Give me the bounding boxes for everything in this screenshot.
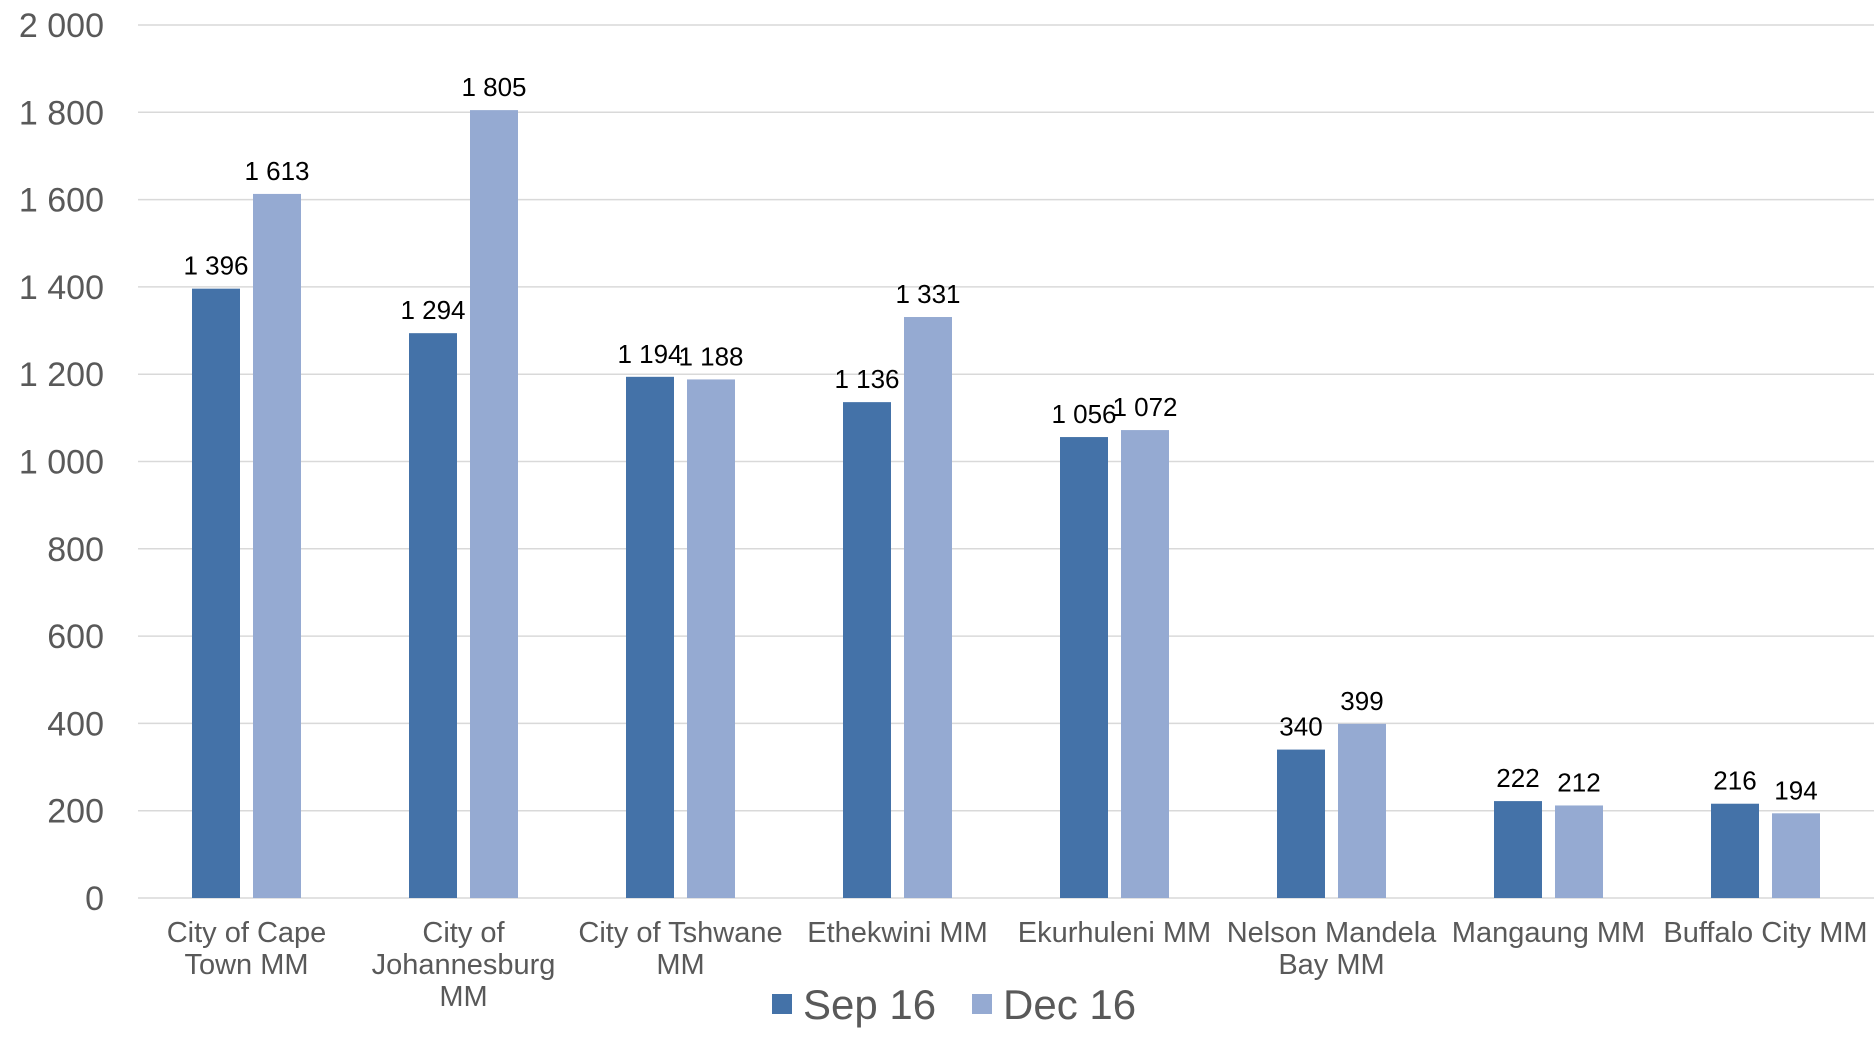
bar	[253, 193, 301, 898]
y-tick-label: 200	[47, 793, 104, 831]
bar	[687, 379, 735, 898]
y-tick-label: 1 400	[19, 269, 104, 307]
y-tick-label: 0	[85, 880, 104, 918]
category-label: City of Cape Town MM	[167, 917, 327, 981]
category-label: Ekurhuleni MM	[1018, 917, 1211, 949]
bar	[1060, 437, 1108, 898]
data-label: 216	[1713, 766, 1756, 796]
category-label-line: Buffalo City MM	[1663, 917, 1867, 949]
y-tick-label: 800	[47, 531, 104, 569]
bar	[904, 317, 952, 898]
bar	[1772, 813, 1820, 898]
data-label: 1 805	[461, 72, 526, 102]
bar	[192, 288, 240, 898]
bar	[1711, 803, 1759, 898]
category-label: Nelson Mandela Bay MM	[1227, 917, 1437, 981]
data-label: 340	[1279, 712, 1322, 742]
y-tick-label: 600	[47, 618, 104, 656]
category-label-line: MM	[656, 949, 704, 981]
category-label-line: Town MM	[184, 949, 308, 981]
data-label: 1 331	[895, 279, 960, 309]
category-label-line: City of	[422, 917, 505, 949]
category-label-line: Ekurhuleni MM	[1018, 917, 1211, 949]
category-label-line: City of Cape	[167, 917, 327, 949]
gridlines	[138, 24, 1874, 899]
category-label: City of Tshwane MM	[578, 917, 782, 981]
data-label: 212	[1557, 767, 1600, 797]
y-tick-label: 1 200	[19, 356, 104, 394]
category-label-line: Mangaung MM	[1452, 917, 1645, 949]
category-label-line: Johannesburg	[372, 949, 556, 981]
data-label: 1 188	[678, 341, 743, 371]
data-label: 1 294	[400, 295, 465, 325]
bar	[1555, 805, 1603, 898]
category-label: City of Johannesburg MM	[372, 917, 556, 1013]
y-tick-label: 1 000	[19, 444, 104, 482]
data-label: 1 194	[617, 339, 682, 369]
data-label: 1 056	[1051, 399, 1116, 429]
y-tick-label: 2 000	[19, 7, 104, 45]
legend-label: Sep 16	[803, 981, 936, 1028]
category-label-line: City of Tshwane	[578, 917, 782, 949]
legend-swatch	[772, 994, 792, 1014]
category-label: Mangaung MM	[1452, 917, 1645, 949]
data-label: 1 396	[183, 251, 248, 281]
y-tick-label: 400	[47, 705, 104, 743]
bar	[1494, 801, 1542, 898]
bar	[1338, 723, 1386, 898]
legend: Sep 16 Dec 16	[772, 981, 1136, 1028]
category-label-line: Bay MM	[1278, 949, 1384, 981]
data-labels: 1 396 1 294 1 194 1 136 1 056 340 222 216 1 613 1…	[183, 72, 1817, 805]
bar	[843, 402, 891, 898]
bars	[192, 110, 1820, 899]
bar	[470, 110, 518, 899]
bar	[1121, 430, 1169, 898]
data-label: 1 613	[244, 156, 309, 186]
category-label-line: MM	[439, 981, 487, 1013]
legend-swatch	[972, 994, 992, 1014]
data-label: 1 136	[834, 364, 899, 394]
category-label: Buffalo City MM	[1663, 917, 1867, 949]
bar	[1277, 749, 1325, 898]
category-label-line: Nelson Mandela	[1227, 917, 1437, 949]
data-label: 399	[1340, 686, 1383, 716]
data-label: 222	[1496, 763, 1539, 793]
category-label: Ethekwini MM	[807, 917, 988, 949]
legend-label: Dec 16	[1003, 981, 1136, 1028]
y-axis-ticks: 0 200 400 600 800 1 000 1 200 1 400 1 600 1 800 2 …	[19, 7, 104, 918]
data-label: 194	[1774, 775, 1817, 805]
data-label: 1 072	[1112, 392, 1177, 422]
y-tick-label: 1 800	[19, 94, 104, 132]
y-tick-label: 1 600	[19, 182, 104, 220]
bar	[626, 376, 674, 899]
category-label-line: Ethekwini MM	[807, 917, 988, 949]
bar	[409, 333, 457, 898]
